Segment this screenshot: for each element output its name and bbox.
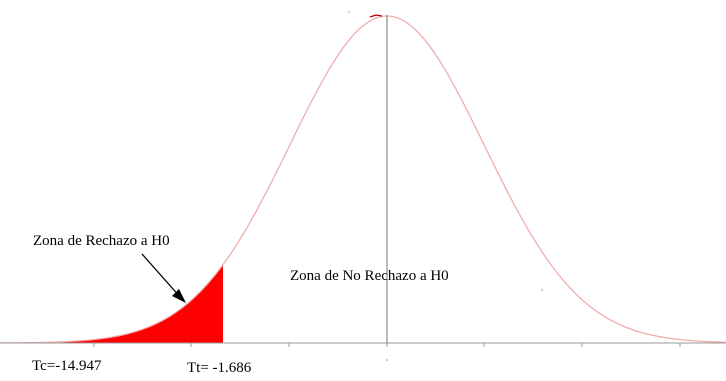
normal-curve xyxy=(0,15,726,344)
stray-dot xyxy=(541,289,543,291)
peak-marker xyxy=(369,14,383,18)
rejection-region-fill xyxy=(30,264,223,343)
tc-value-label: Tc=-14.947 xyxy=(32,358,102,374)
non-rejection-zone-label: Zona de No Rechazo a H0 xyxy=(290,268,449,284)
pointer-arrow-head xyxy=(172,289,186,303)
tt-value-label: Tt= -1.686 xyxy=(187,360,252,376)
rejection-zone-label: Zona de Rechazo a H0 xyxy=(33,233,170,249)
stray-dot xyxy=(348,11,350,13)
x-axis-ticks xyxy=(93,343,681,347)
stray-dot xyxy=(386,359,388,361)
pointer-arrow-shaft xyxy=(141,253,182,299)
